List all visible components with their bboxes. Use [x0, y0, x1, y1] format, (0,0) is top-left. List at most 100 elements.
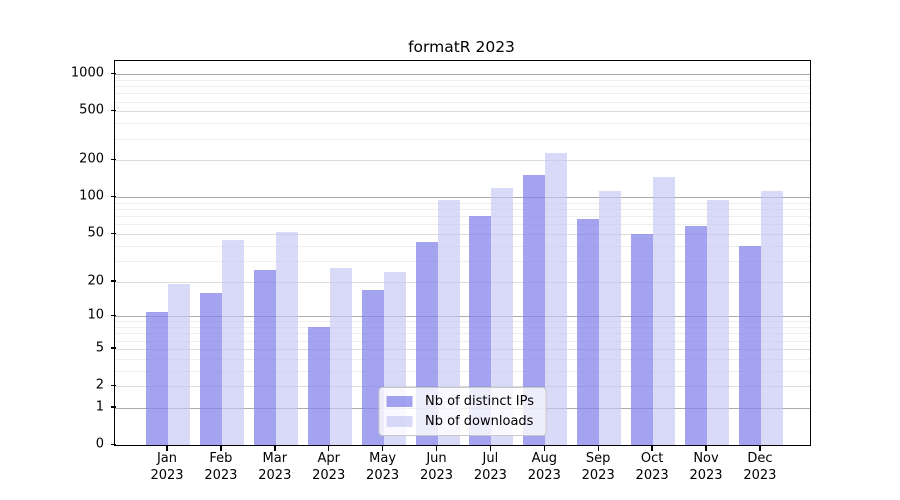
- gridline-300: [115, 138, 810, 140]
- gridline-50: [115, 234, 810, 235]
- month-label: Jan: [156, 451, 178, 466]
- x-tick-aug: [543, 445, 545, 451]
- bar-ips-apr: [307, 327, 330, 445]
- month-label: Oct: [640, 451, 664, 466]
- bars-layer: [115, 61, 810, 445]
- gridline-4: [115, 358, 810, 360]
- legend-label: Nb of distinct IPs: [425, 394, 534, 409]
- year-label: 2023: [312, 467, 346, 483]
- month-label: Dec: [747, 451, 773, 466]
- bar-downloads-aug: [545, 153, 568, 445]
- bar-downloads-nov: [707, 200, 729, 445]
- year-label: 2023: [258, 467, 292, 483]
- bar-ips-nov: [685, 226, 707, 445]
- gridline-100: [115, 197, 810, 199]
- y-tick-label-200: 200: [79, 151, 104, 167]
- x-tick-feb: [220, 445, 222, 451]
- legend-swatch-ips: [386, 396, 413, 407]
- gridline-7: [115, 333, 810, 335]
- y-tick-2: [110, 384, 116, 387]
- x-tick-label-nov: Nov 2023: [689, 451, 722, 484]
- year-label: 2023: [689, 467, 723, 483]
- y-tick-label-10: 10: [87, 307, 104, 323]
- month-label: Apr: [317, 451, 340, 466]
- y-tick-label-2: 2: [95, 377, 104, 393]
- month-label: Aug: [531, 451, 557, 466]
- legend-swatch-downloads: [386, 416, 413, 427]
- gridlines-layer: [115, 61, 810, 445]
- y-tick-100: [110, 195, 116, 198]
- x-tick-sep: [597, 445, 599, 451]
- y-tick-500: [110, 109, 116, 112]
- y-tick-label-50: 50: [87, 225, 104, 241]
- bar-downloads-feb: [221, 239, 244, 445]
- year-label: 2023: [204, 467, 238, 483]
- bar-downloads-mar: [275, 232, 298, 445]
- gridline-200: [115, 160, 810, 162]
- gridline-90: [115, 203, 810, 204]
- gridline-800: [115, 86, 810, 88]
- gridline-5: [115, 348, 810, 350]
- gridline-500: [115, 111, 810, 113]
- year-label: 2023: [366, 467, 400, 483]
- gridline-9: [115, 321, 810, 323]
- year-label: 2023: [635, 467, 669, 483]
- bar-downloads-jul: [491, 187, 514, 445]
- x-tick-dec: [759, 445, 761, 451]
- x-tick-may: [381, 445, 384, 451]
- x-tick-label-apr: Apr 2023: [312, 451, 345, 484]
- year-label: 2023: [581, 467, 615, 483]
- y-tick-1: [110, 406, 116, 408]
- legend: Nb of distinct IPs Nb of downloads: [378, 387, 547, 436]
- gridline-400: [115, 123, 810, 125]
- gridline-600: [115, 101, 810, 103]
- y-tick-1000: [110, 72, 116, 75]
- year-label: 2023: [527, 467, 561, 483]
- bar-ips-dec: [738, 245, 761, 445]
- gridline-900: [115, 79, 810, 81]
- y-tick-label-20: 20: [87, 273, 104, 289]
- x-tick-oct: [651, 445, 653, 451]
- x-tick-jul: [489, 445, 492, 451]
- bar-ips-sep: [577, 219, 600, 445]
- gridline-700: [115, 93, 810, 95]
- y-tick-label-1000: 1000: [70, 65, 104, 81]
- month-label: Feb: [209, 451, 233, 466]
- x-tick-nov: [705, 445, 707, 451]
- y-tick-50: [110, 232, 116, 234]
- month-label: Sep: [585, 451, 611, 466]
- x-tick-jan: [166, 445, 168, 451]
- x-tick-label-oct: Oct 2023: [636, 451, 669, 484]
- legend-label: Nb of downloads: [425, 414, 534, 429]
- y-tick-label-0: 0: [95, 436, 104, 452]
- bar-downloads-jun: [437, 200, 460, 445]
- legend-entry-ips: Nb of distinct IPs: [386, 393, 534, 410]
- x-tick-label-jun: Jun 2023: [420, 451, 453, 484]
- gridline-3: [115, 370, 810, 372]
- year-label: 2023: [150, 467, 184, 483]
- gridline-20: [115, 281, 810, 283]
- x-tick-jun: [435, 445, 438, 451]
- y-tick-200: [110, 158, 116, 161]
- chart-title: formatR 2023: [408, 38, 515, 56]
- month-label: May: [369, 451, 397, 466]
- gridline-30: [115, 260, 810, 262]
- year-label: 2023: [473, 467, 507, 483]
- y-tick-5: [110, 347, 116, 349]
- x-tick-label-aug: Aug 2023: [528, 451, 561, 484]
- bar-downloads-apr: [329, 268, 352, 445]
- gridline-70: [115, 216, 810, 218]
- y-tick-label-100: 100: [79, 188, 104, 204]
- gridline-6: [115, 340, 810, 342]
- x-tick-mar: [274, 445, 276, 451]
- month-label: Nov: [693, 451, 719, 466]
- y-tick-20: [110, 280, 116, 282]
- x-tick-label-may: May 2023: [366, 451, 399, 484]
- bar-downloads-oct: [653, 176, 676, 445]
- gridline-2: [115, 386, 810, 388]
- x-tick-apr: [327, 445, 330, 451]
- legend-entry-downloads: Nb of downloads: [386, 413, 534, 430]
- bar-ips-feb: [199, 293, 222, 445]
- y-tick-10: [110, 314, 116, 317]
